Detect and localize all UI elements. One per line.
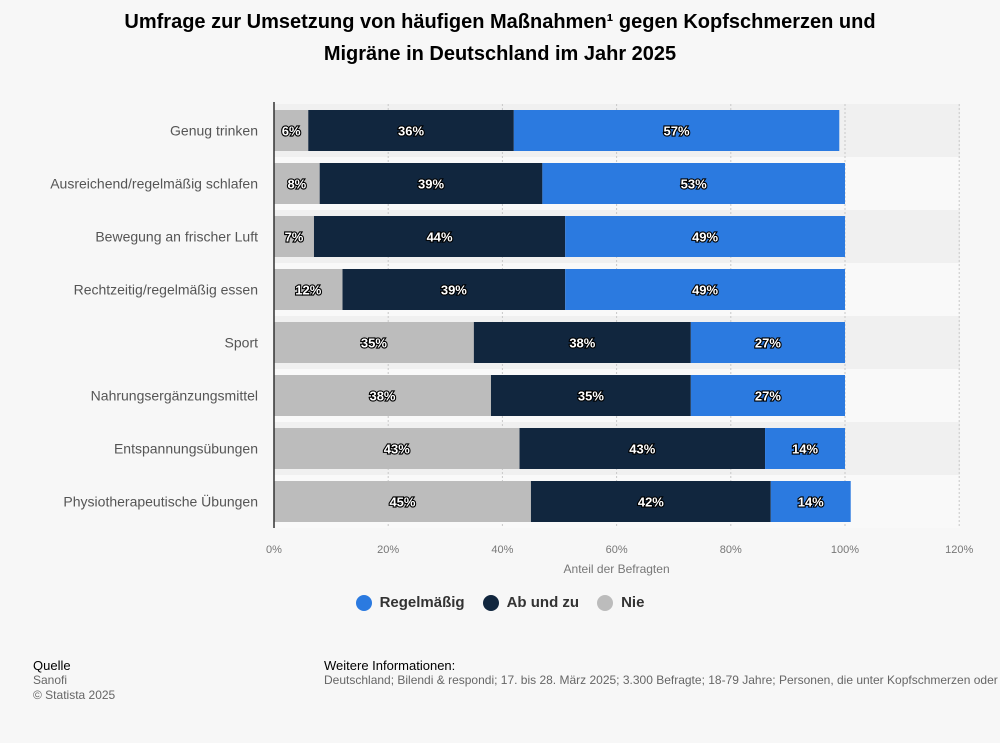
bar-nie-physiotherapeutische-uebungen xyxy=(274,481,531,522)
bar-nie-rechtzeitig-regelmaessig-essen xyxy=(274,269,343,310)
category-label-nahrungsergaenzungsmittel: Nahrungsergänzungsmittel xyxy=(91,388,258,404)
bar-label-nie-bewegung-an-frischer-luft: 7% xyxy=(285,230,304,245)
category-label-sport: Sport xyxy=(225,335,259,351)
bar-label-ab-und-zu-bewegung-an-frischer-luft: 44% xyxy=(427,230,453,245)
source-block: Quelle Sanofi © Statista 2025 xyxy=(33,658,115,703)
stacked-bar-chart: 6% 36% 57% Genug trinken 8% 39% 53% Ausreichend… xyxy=(50,102,973,576)
bar-nie-bewegung-an-frischer-luft xyxy=(274,216,314,257)
bar-label-ab-und-zu-rechtzeitig-regelmaessig-essen: 39% xyxy=(441,283,467,298)
bar-regelmaessig-rechtzeitig-regelmaessig-essen xyxy=(565,269,845,310)
bar-nie-genug-trinken xyxy=(274,110,309,151)
legend-dot-nie xyxy=(597,594,614,611)
bar-regelmaessig-nahrungsergaenzungsmittel xyxy=(690,375,845,416)
legend-item-ab-und-zu[interactable]: Ab und zu xyxy=(482,594,580,611)
chart-title: Umfrage zur Umsetzung von häufigen Maßna… xyxy=(60,6,940,70)
bar-regelmaessig-entspannungsuebungen xyxy=(765,428,845,469)
bar-label-regelmaessig-physiotherapeutische-uebungen: 14% xyxy=(798,495,824,510)
bar-regelmaessig-bewegung-an-frischer-luft xyxy=(565,216,845,257)
info-block: Weitere Informationen: Deutschland; Bile… xyxy=(324,658,1000,688)
legend-dot-ab-und-zu xyxy=(482,594,499,611)
category-label-rechtzeitig-regelmaessig-essen: Rechtzeitig/regelmäßig essen xyxy=(74,282,258,298)
bar-ab-und-zu-sport xyxy=(473,322,691,363)
source-heading: Quelle xyxy=(33,658,71,673)
legend-label-nie: Nie xyxy=(621,594,645,611)
bar-label-ab-und-zu-entspannungsuebungen: 43% xyxy=(629,442,655,457)
bar-label-regelmaessig-sport: 27% xyxy=(755,336,781,351)
bar-regelmaessig-sport xyxy=(690,322,845,363)
bar-regelmaessig-ausreichend-regelmaessig-schlafen xyxy=(542,163,845,204)
legend-label-ab-und-zu: Ab und zu xyxy=(506,594,580,611)
bar-label-nie-physiotherapeutische-uebungen: 45% xyxy=(389,495,415,510)
bar-label-ab-und-zu-genug-trinken: 36% xyxy=(398,124,424,139)
category-label-genug-trinken: Genug trinken xyxy=(170,123,258,139)
bar-label-nie-sport: 35% xyxy=(361,336,387,351)
bar-ab-und-zu-physiotherapeutische-uebungen xyxy=(530,481,771,522)
bar-label-regelmaessig-ausreichend-regelmaessig-schlafen: 53% xyxy=(681,177,707,192)
x-tick-label-80: 80% xyxy=(720,544,742,556)
bar-label-ab-und-zu-nahrungsergaenzungsmittel: 35% xyxy=(578,389,604,404)
legend: Regelmäßig Ab und zu Nie xyxy=(0,594,1000,611)
bar-nie-sport xyxy=(274,322,474,363)
category-label-ausreichend-regelmaessig-schlafen: Ausreichend/regelmäßig schlafen xyxy=(50,176,258,192)
legend-item-nie[interactable]: Nie xyxy=(597,594,644,611)
x-tick-label-0: 0% xyxy=(266,544,282,556)
x-axis-title: Anteil der Befragten xyxy=(564,562,670,576)
bar-label-nie-entspannungsuebungen: 43% xyxy=(384,442,410,457)
bar-nie-nahrungsergaenzungsmittel xyxy=(274,375,491,416)
bar-label-regelmaessig-nahrungsergaenzungsmittel: 27% xyxy=(755,389,781,404)
legend-label-regelmaessig: Regelmäßig xyxy=(379,594,465,611)
x-tick-label-100: 100% xyxy=(831,544,859,556)
title-line-2: Migräne in Deutschland im Jahr 2025 xyxy=(323,43,677,65)
bar-ab-und-zu-entspannungsuebungen xyxy=(519,428,766,469)
x-tick-label-60: 60% xyxy=(606,544,628,556)
bar-ab-und-zu-ausreichend-regelmaessig-schlafen xyxy=(319,163,543,204)
title-line-1: Umfrage zur Umsetzung von häufigen Maßna… xyxy=(124,11,876,33)
bar-label-ab-und-zu-physiotherapeutische-uebungen: 42% xyxy=(638,495,664,510)
bar-nie-entspannungsuebungen xyxy=(274,428,520,469)
bar-label-ab-und-zu-ausreichend-regelmaessig-schlafen: 39% xyxy=(418,177,444,192)
x-tick-label-20: 20% xyxy=(377,544,399,556)
bar-label-regelmaessig-bewegung-an-frischer-luft: 49% xyxy=(692,230,718,245)
x-tick-label-120: 120% xyxy=(945,544,973,556)
bar-regelmaessig-physiotherapeutische-uebungen xyxy=(770,481,851,522)
bar-label-regelmaessig-entspannungsuebungen: 14% xyxy=(792,442,818,457)
bar-regelmaessig-genug-trinken xyxy=(513,110,840,151)
bar-label-nie-rechtzeitig-regelmaessig-essen: 12% xyxy=(295,283,321,298)
bar-label-nie-nahrungsergaenzungsmittel: 38% xyxy=(369,389,395,404)
category-label-bewegung-an-frischer-luft: Bewegung an frischer Luft xyxy=(95,229,258,245)
bar-ab-und-zu-nahrungsergaenzungsmittel xyxy=(490,375,691,416)
bar-label-nie-ausreichend-regelmaessig-schlafen: 8% xyxy=(287,177,306,192)
bar-ab-und-zu-bewegung-an-frischer-luft xyxy=(313,216,566,257)
legend-dot-regelmaessig xyxy=(355,594,372,611)
category-label-physiotherapeutische-uebungen: Physiotherapeutische Übungen xyxy=(63,493,258,510)
source-name: Sanofi xyxy=(33,673,68,687)
bar-ab-und-zu-rechtzeitig-regelmaessig-essen xyxy=(342,269,566,310)
bar-nie-ausreichend-regelmaessig-schlafen xyxy=(274,163,320,204)
bar-label-regelmaessig-genug-trinken: 57% xyxy=(664,124,690,139)
bar-label-ab-und-zu-sport: 38% xyxy=(569,336,595,351)
x-tick-label-40: 40% xyxy=(491,544,513,556)
source-copyright: © Statista 2025 xyxy=(33,688,116,702)
category-label-entspannungsuebungen: Entspannungsübungen xyxy=(114,441,258,457)
bar-ab-und-zu-genug-trinken xyxy=(308,110,514,151)
info-text: Deutschland; Bilendi & respondi; 17. bis… xyxy=(324,673,998,687)
legend-item-regelmaessig[interactable]: Regelmäßig xyxy=(355,594,465,611)
bar-label-nie-genug-trinken: 6% xyxy=(282,124,301,139)
bar-label-regelmaessig-rechtzeitig-regelmaessig-essen: 49% xyxy=(692,283,718,298)
info-heading: Weitere Informationen: xyxy=(324,658,456,673)
